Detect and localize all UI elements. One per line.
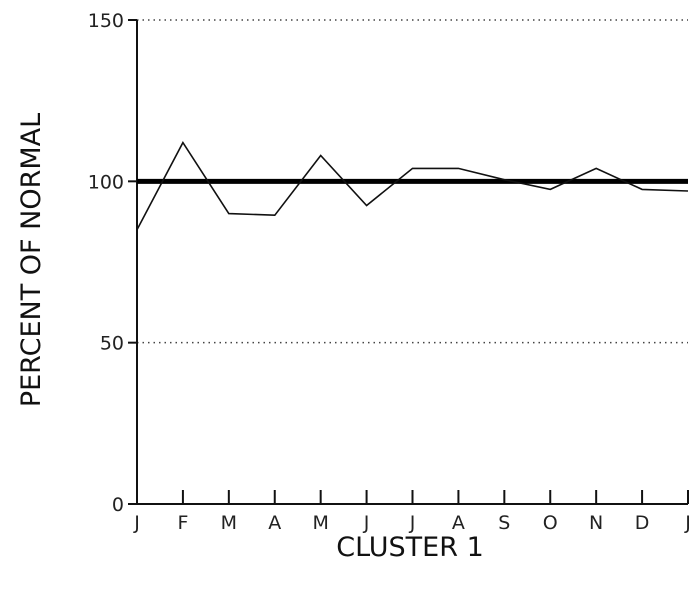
x-tick-label: O [543, 512, 558, 534]
y-tick-label: 50 [100, 333, 124, 355]
x-tick-label: A [268, 512, 281, 534]
y-tick-label: 150 [88, 10, 124, 32]
x-tick-label: F [177, 512, 188, 534]
x-tick-label: J [363, 512, 370, 534]
y-ticks: 0 50 100 150 [88, 10, 137, 516]
x-tick-label: A [452, 512, 465, 534]
x-tick-label: J [409, 512, 416, 534]
x-tick-label: S [498, 512, 510, 534]
y-tick-label: 100 [88, 171, 124, 193]
x-tick-label: J [684, 512, 691, 534]
y-tick-label: 0 [112, 494, 124, 516]
x-tick-label: N [589, 512, 603, 534]
x-tick-label: J [133, 512, 140, 534]
y-axis-title: PERCENT OF NORMAL [16, 113, 47, 407]
gridlines [137, 19, 688, 344]
x-tick-label: M [221, 512, 237, 534]
x-tick-label: M [312, 512, 328, 534]
x-axis-title: CLUSTER 1 [336, 532, 484, 563]
axes [136, 20, 688, 505]
x-tick-label: D [635, 512, 650, 534]
series-line [136, 141, 689, 231]
